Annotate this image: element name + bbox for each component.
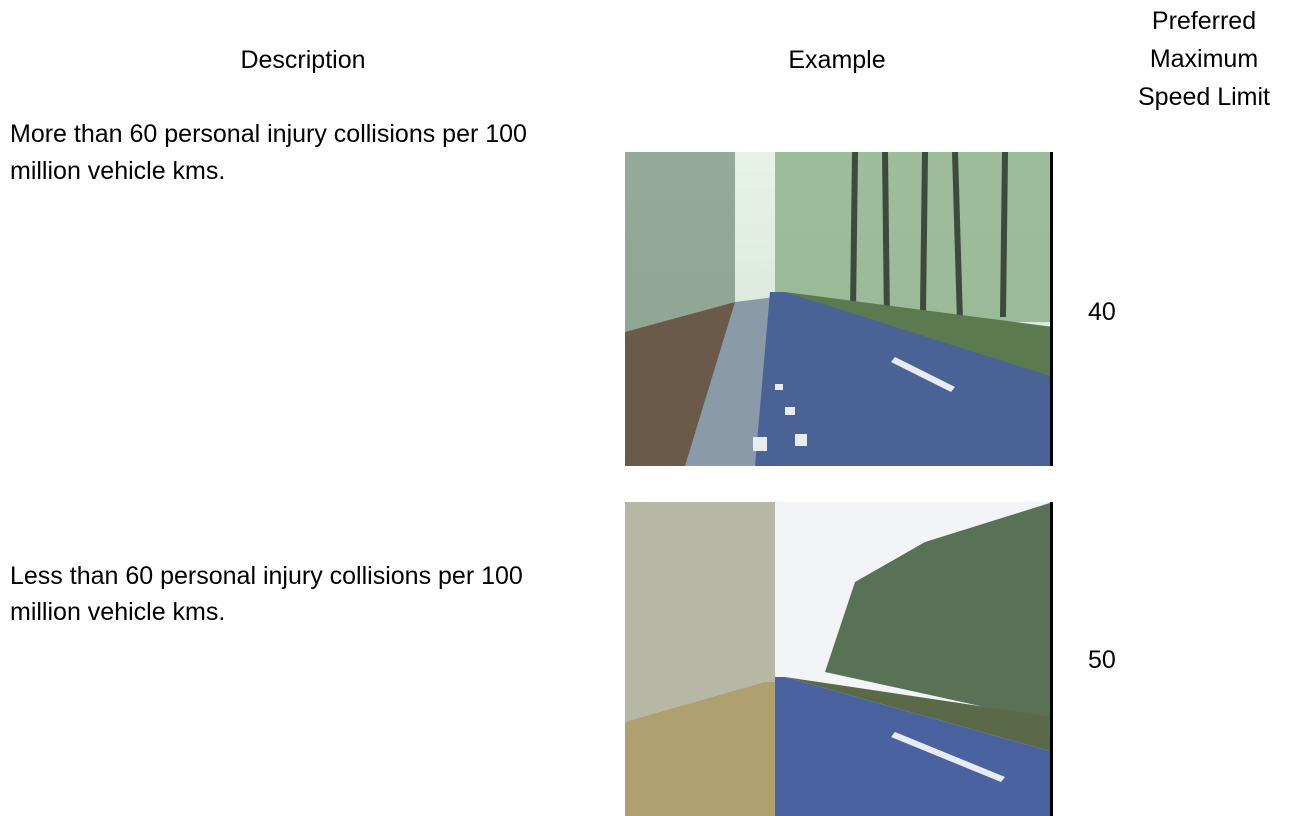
row-description: Less than 60 personal injury collisions … bbox=[10, 558, 570, 630]
speed-limit: 50 bbox=[1088, 641, 1116, 679]
road-photo bbox=[625, 152, 1053, 466]
header-speed-limit: Preferred Maximum Speed Limit bbox=[1118, 2, 1290, 116]
header-description: Description bbox=[203, 41, 403, 79]
page: Description Example Preferred Maximum Sp… bbox=[0, 0, 1304, 815]
road-photo bbox=[625, 502, 1053, 816]
row-description: More than 60 personal injury collisions … bbox=[10, 116, 570, 190]
speed-limit: 40 bbox=[1088, 293, 1116, 331]
header-example: Example bbox=[737, 41, 937, 79]
